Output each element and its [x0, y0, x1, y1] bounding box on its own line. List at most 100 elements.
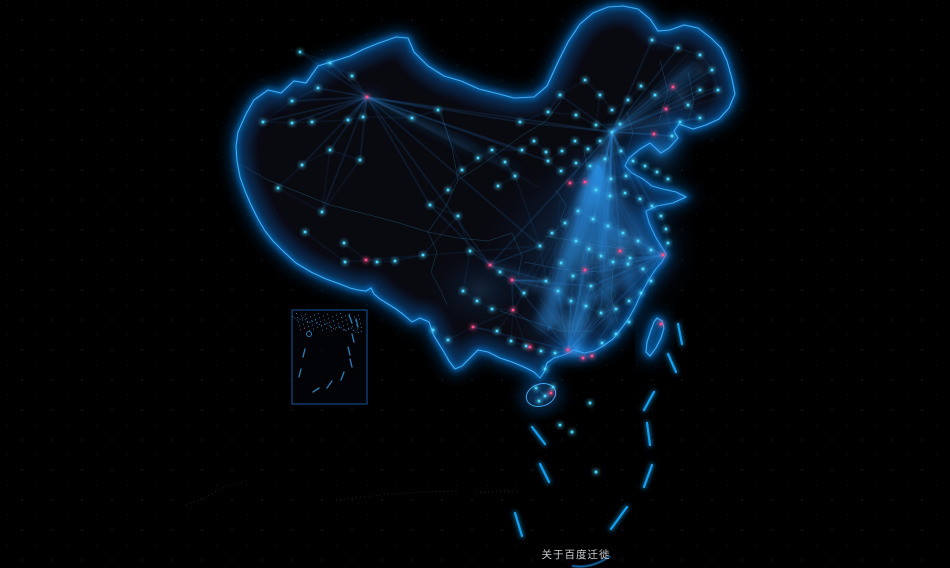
city-dot[interactable] [320, 210, 324, 214]
city-dot[interactable] [650, 204, 654, 208]
city-dot[interactable] [583, 78, 587, 82]
city-dot[interactable] [570, 430, 574, 434]
city-dot[interactable] [653, 93, 657, 97]
city-dot[interactable] [522, 291, 526, 295]
city-dot[interactable] [503, 160, 507, 164]
city-dot[interactable] [343, 260, 347, 264]
city-dot[interactable] [594, 188, 598, 192]
city-dot[interactable] [649, 279, 653, 283]
city-dot[interactable] [446, 188, 450, 192]
city-dot-highlight[interactable] [568, 181, 572, 185]
city-dot[interactable] [310, 120, 314, 124]
city-dot[interactable] [664, 227, 668, 231]
city-dot[interactable] [551, 385, 555, 389]
city-dot[interactable] [639, 291, 643, 295]
city-dot[interactable] [676, 46, 680, 50]
city-dot[interactable] [546, 159, 550, 163]
city-dot[interactable] [300, 163, 304, 167]
city-dot-highlight[interactable] [618, 249, 622, 253]
city-dot[interactable] [509, 339, 513, 343]
city-dot[interactable] [574, 113, 578, 117]
city-dot-highlight[interactable] [528, 345, 532, 349]
city-dot[interactable] [628, 256, 632, 260]
city-dot[interactable] [544, 279, 548, 283]
city-dot[interactable] [639, 84, 643, 88]
city-dot[interactable] [546, 110, 550, 114]
city-dot[interactable] [428, 203, 432, 207]
city-dot[interactable] [316, 86, 320, 90]
city-dot[interactable] [475, 299, 479, 303]
city-dot[interactable] [350, 74, 354, 78]
city-dot[interactable] [558, 423, 562, 427]
city-dot[interactable] [534, 386, 538, 390]
city-dot[interactable] [468, 249, 472, 253]
city-dot[interactable] [539, 349, 543, 353]
city-dot[interactable] [588, 401, 592, 405]
city-dot[interactable] [328, 61, 332, 65]
city-dot[interactable] [606, 224, 610, 228]
city-dot[interactable] [643, 164, 647, 168]
city-dot[interactable] [584, 304, 588, 308]
city-dot[interactable] [524, 344, 528, 348]
city-dot[interactable] [571, 274, 575, 278]
city-dot[interactable] [614, 332, 618, 336]
city-dot[interactable] [532, 139, 536, 143]
city-dot[interactable] [666, 177, 670, 181]
city-dot[interactable] [576, 209, 580, 213]
city-dot[interactable] [574, 161, 578, 165]
city-dot[interactable] [298, 50, 302, 54]
city-dot[interactable] [573, 139, 577, 143]
city-dot[interactable] [636, 239, 640, 243]
city-dot[interactable] [346, 118, 350, 122]
city-dot-highlight[interactable] [365, 95, 369, 99]
city-dot[interactable] [638, 197, 642, 201]
city-dot[interactable] [569, 299, 573, 303]
city-dot[interactable] [574, 239, 578, 243]
city-dot[interactable] [698, 88, 702, 92]
city-dot[interactable] [659, 214, 663, 218]
city-dot[interactable] [627, 320, 631, 324]
city-dot[interactable] [716, 88, 720, 92]
city-dot[interactable] [431, 328, 435, 332]
city-dot[interactable] [518, 120, 522, 124]
city-dot[interactable] [594, 123, 598, 127]
city-dot-highlight[interactable] [364, 258, 368, 262]
city-dot[interactable] [678, 120, 682, 124]
city-dot-highlight[interactable] [652, 132, 656, 136]
city-dot-highlight[interactable] [581, 356, 585, 360]
city-dot[interactable] [587, 247, 591, 251]
city-dot-highlight[interactable] [664, 107, 668, 111]
city-dot[interactable] [537, 399, 541, 403]
city-dot[interactable] [611, 260, 615, 264]
city-dot[interactable] [461, 289, 465, 293]
city-dot[interactable] [543, 367, 547, 371]
city-dot[interactable] [626, 262, 630, 266]
city-dot-highlight[interactable] [661, 253, 665, 257]
city-dot[interactable] [598, 139, 602, 143]
city-dot[interactable] [650, 38, 654, 42]
city-dot[interactable] [498, 270, 502, 274]
city-dot[interactable] [600, 341, 604, 345]
city-dot[interactable] [550, 231, 554, 235]
city-dot[interactable] [603, 157, 607, 161]
city-dot[interactable] [342, 241, 346, 245]
city-dot[interactable] [619, 149, 623, 153]
city-dot[interactable] [624, 174, 628, 178]
city-dot-highlight[interactable] [488, 263, 492, 267]
city-dot[interactable] [358, 158, 362, 162]
city-dot[interactable] [276, 186, 280, 190]
city-dot[interactable] [599, 254, 603, 258]
city-dot[interactable] [460, 168, 464, 172]
city-dot[interactable] [436, 108, 440, 112]
city-dot[interactable] [560, 149, 564, 153]
city-dot[interactable] [586, 147, 590, 151]
city-dot[interactable] [598, 93, 602, 97]
city-dot[interactable] [655, 170, 659, 174]
city-dot[interactable] [623, 191, 627, 195]
city-dot[interactable] [594, 470, 598, 474]
city-dot[interactable] [631, 159, 635, 163]
city-dot[interactable] [446, 338, 450, 342]
city-dot[interactable] [666, 241, 670, 245]
city-dot[interactable] [698, 53, 702, 57]
city-dot[interactable] [608, 194, 612, 198]
